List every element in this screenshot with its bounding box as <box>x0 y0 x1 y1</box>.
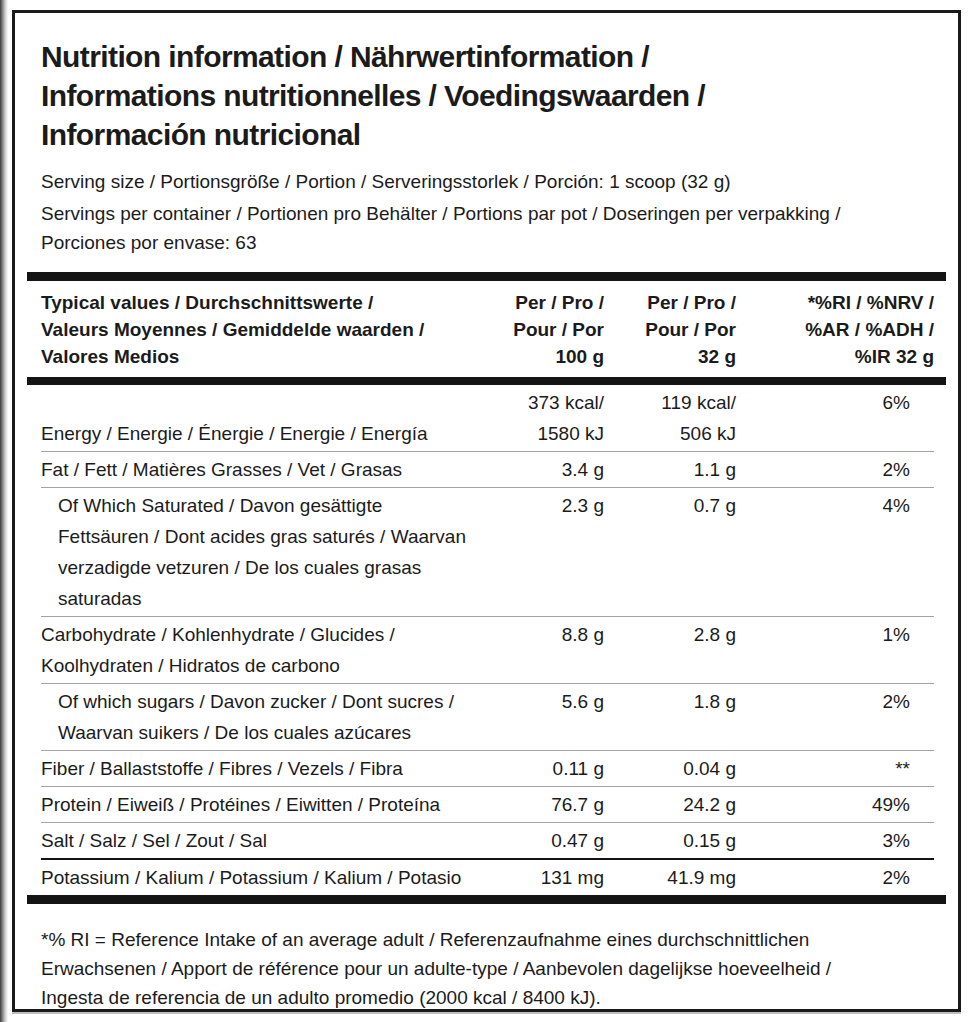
value-per-100g: 131 mg <box>502 862 604 893</box>
row-carbohydrate: Carbohydrate / Kohlenhydrate / Glucides … <box>41 617 934 684</box>
row-fiber: Fiber / Ballaststoffe / Fibres / Vezels … <box>41 751 934 787</box>
nutrient-name: Energy / Energie / Énergie / Energie / E… <box>41 387 502 449</box>
nutrient-name: Carbohydrate / Kohlenhydrate / Glucides … <box>41 619 502 681</box>
value-per-100g: 76.7 g <box>502 789 604 820</box>
value-ri-percent: 49% <box>736 789 934 820</box>
row-potassium: Potassium / Kalium / Potassium / Kalium … <box>41 860 934 895</box>
value-per-32g: 24.2 g <box>604 789 736 820</box>
value-per-32g: 0.7 g <box>604 490 736 614</box>
value-ri-percent: ** <box>736 753 934 784</box>
header-ri-percent: *%RI / %NRV / %AR / %ADH / %IR 32 g <box>736 289 934 370</box>
header-typical-values: Typical values / Durchschnittswerte / Va… <box>41 289 502 370</box>
row-saturated: Of Which Saturated / Davon gesättigte Fe… <box>41 488 934 617</box>
value-per-32g: 0.04 g <box>604 753 736 784</box>
value-per-32g: 2.8 g <box>604 619 736 681</box>
row-sugars: Of which sugars / Davon zucker / Dont su… <box>41 684 934 751</box>
label-title: Nutrition information / Nährwertinformat… <box>41 37 934 154</box>
value-per-100g: 0.47 g <box>502 825 604 856</box>
footnote-reference-intake: *% RI = Reference Intake of an average a… <box>41 925 934 1012</box>
value-per-32g: 0.15 g <box>604 825 736 856</box>
value-ri-percent: 2% <box>736 862 934 893</box>
value-per-32g: 119 kcal/ 506 kJ <box>604 387 736 449</box>
value-per-100g: 2.3 g <box>502 490 604 614</box>
value-ri-percent: 6% <box>736 387 934 449</box>
nutrient-name: Potassium / Kalium / Potassium / Kalium … <box>41 862 502 893</box>
row-fat: Fat / Fett / Matières Grasses / Vet / Gr… <box>41 452 934 488</box>
header-per-100g: Per / Pro / Pour / Por 100 g <box>502 289 604 370</box>
divider-thick-top <box>27 272 946 281</box>
value-per-100g: 8.8 g <box>502 619 604 681</box>
table-header: Typical values / Durchschnittswerte / Va… <box>41 281 934 377</box>
value-per-100g: 373 kcal/ 1580 kJ <box>502 387 604 449</box>
nutrition-label: Nutrition information / Nährwertinformat… <box>12 10 961 1012</box>
page-left-shadow <box>0 0 8 1022</box>
nutrient-name: Of which sugars / Davon zucker / Dont su… <box>41 686 502 748</box>
value-per-32g: 41.9 mg <box>604 862 736 893</box>
value-per-32g: 1.1 g <box>604 454 736 485</box>
nutrient-name: Salt / Salz / Sel / Zout / Sal <box>41 825 502 856</box>
row-protein: Protein / Eiweiß / Protéines / Eiwitten … <box>41 787 934 823</box>
servings-per-container: Servings per container / Portionen pro B… <box>41 199 934 257</box>
table-body: Energy / Energie / Énergie / Energie / E… <box>41 385 934 895</box>
row-salt: Salt / Salz / Sel / Zout / Sal0.47 g0.15… <box>41 823 934 860</box>
nutrient-name: Fiber / Ballaststoffe / Fibres / Vezels … <box>41 753 502 784</box>
value-per-32g: 1.8 g <box>604 686 736 748</box>
value-per-100g: 5.6 g <box>502 686 604 748</box>
value-per-100g: 3.4 g <box>502 454 604 485</box>
value-ri-percent: 4% <box>736 490 934 614</box>
divider-thick-table-bottom <box>27 895 946 904</box>
row-energy: Energy / Energie / Énergie / Energie / E… <box>41 385 934 452</box>
divider-thick-below-header <box>27 377 946 385</box>
nutrient-name: Of Which Saturated / Davon gesättigte Fe… <box>41 490 502 614</box>
value-ri-percent: 3% <box>736 825 934 856</box>
value-ri-percent: 2% <box>736 686 934 748</box>
nutrient-name: Protein / Eiweiß / Protéines / Eiwitten … <box>41 789 502 820</box>
value-ri-percent: 1% <box>736 619 934 681</box>
header-per-32g: Per / Pro / Pour / Por 32 g <box>604 289 736 370</box>
value-ri-percent: 2% <box>736 454 934 485</box>
value-per-100g: 0.11 g <box>502 753 604 784</box>
serving-size: Serving size / Portionsgröße / Portion /… <box>41 167 934 196</box>
nutrient-name: Fat / Fett / Matières Grasses / Vet / Gr… <box>41 454 502 485</box>
